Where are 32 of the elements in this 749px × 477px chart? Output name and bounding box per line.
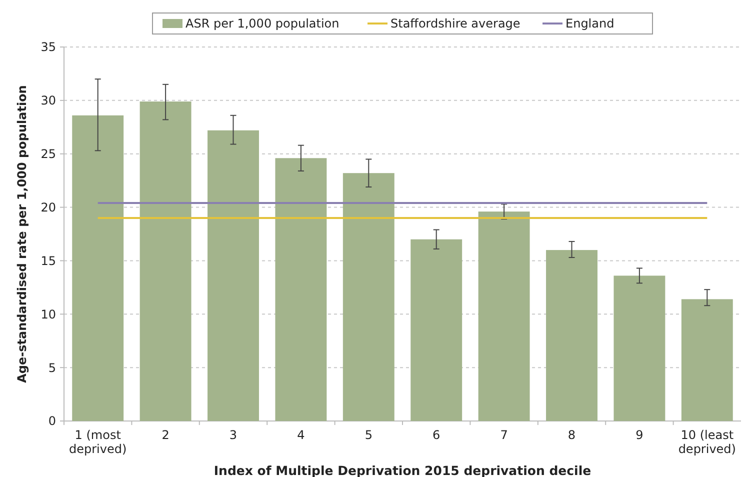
x-tick-label: 4 [297,428,305,442]
x-tick-label: 7 [500,428,508,442]
y-tick-label: 20 [40,200,56,214]
legend-label: Staffordshire average [390,16,520,31]
bar [478,212,530,421]
legend-label: England [566,16,614,31]
legend-label: ASR per 1,000 population [186,16,340,31]
x-tick-label: 1 (most deprived) [69,428,127,456]
bar [140,101,192,421]
x-tick-label: 10 (least deprived) [678,428,736,456]
bar [342,173,394,421]
y-tick-label: 10 [40,307,56,322]
y-tick-label: 15 [40,254,56,268]
bar [275,158,327,421]
y-axis-title: Age-standardised rate per 1,000 population [15,85,29,383]
x-tick-label: 8 [568,428,576,442]
bar [72,115,124,421]
y-tick-label: 5 [48,360,56,375]
y-tick-label: 30 [40,94,56,108]
bar [681,299,733,421]
x-tick-label: 3 [229,428,238,442]
bar [410,239,462,421]
y-tick-label: 25 [40,147,56,162]
y-tick-label: 35 [40,40,56,54]
x-tick-label: 5 [364,428,372,442]
y-tick-label: 0 [48,414,56,428]
bar [614,276,666,421]
x-tick-label: 6 [432,428,440,442]
x-tick-label: 2 [162,428,170,442]
bar [208,130,259,421]
bar [546,250,598,421]
x-tick-label: 9 [636,428,644,442]
